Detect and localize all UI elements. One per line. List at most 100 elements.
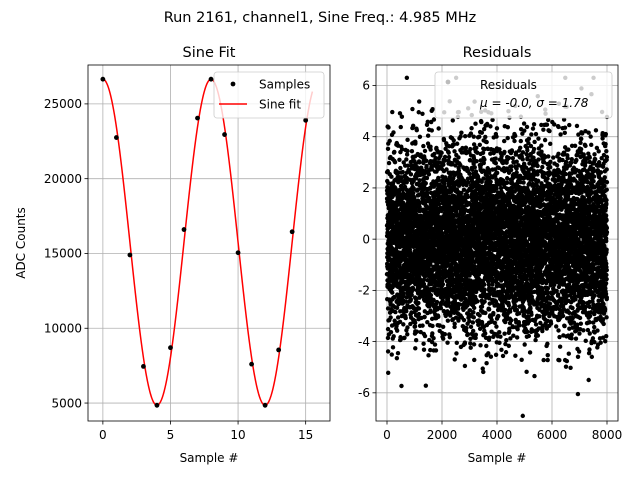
residual-point (514, 170, 519, 175)
residual-point (518, 138, 523, 144)
residual-point (452, 357, 457, 362)
residual-point (389, 352, 394, 357)
residual-point (402, 335, 407, 340)
residual-point (397, 157, 402, 162)
residual-point (502, 149, 507, 155)
residual-point (429, 128, 434, 133)
residual-point (505, 135, 510, 141)
residual-point (442, 331, 448, 337)
residual-point (399, 383, 404, 389)
residual-point (398, 124, 403, 130)
residual-point (415, 187, 421, 192)
sine-fit-ytick-label: 20000 (44, 172, 82, 186)
residual-point (497, 330, 502, 335)
residual-point (474, 159, 479, 164)
residual-point (493, 161, 499, 166)
residual-point (397, 262, 402, 268)
residual-point (394, 328, 400, 333)
residual-point (404, 157, 409, 162)
residual-point (502, 307, 508, 313)
residual-point (484, 139, 489, 145)
residual-point (472, 165, 477, 170)
sine-fit-legend: Samples Sine fit (213, 71, 325, 119)
sine-fit-curve-layer (102, 78, 314, 407)
residual-point (425, 133, 431, 138)
residual-point (459, 130, 464, 135)
residual-point (386, 125, 391, 130)
sine-fit-xtick-label: 5 (167, 428, 175, 442)
residual-point (390, 109, 395, 115)
residual-point (409, 148, 415, 154)
residual-point (482, 299, 487, 304)
residual-point (514, 335, 520, 340)
residual-point (498, 334, 503, 339)
residual-point (509, 164, 514, 169)
residual-point (417, 160, 422, 165)
residual-point (399, 114, 405, 119)
residual-point (450, 118, 455, 123)
residual-point (386, 160, 392, 166)
residual-point (471, 315, 476, 320)
residual-point (509, 148, 515, 153)
residual-point (483, 134, 488, 140)
residual-point (511, 333, 516, 338)
residual-point (408, 172, 414, 177)
residual-point (493, 156, 498, 161)
sine-fit-line (102, 78, 314, 407)
sample-point (154, 402, 160, 408)
residual-point (433, 348, 439, 353)
residual-point (465, 194, 470, 200)
residual-point (431, 117, 437, 122)
residual-point (388, 315, 393, 320)
legend-sine-fit-label: Sine fit (259, 98, 301, 112)
residual-point (506, 343, 512, 349)
residual-point (483, 310, 488, 316)
residual-point (515, 326, 520, 332)
residual-point (494, 324, 499, 329)
residual-point (397, 319, 403, 324)
residual-point (471, 134, 476, 139)
residual-point (412, 324, 418, 329)
residual-point (473, 332, 479, 337)
residual-point (428, 147, 433, 152)
sample-point (141, 364, 146, 369)
legend-samples-label: Samples (259, 78, 310, 92)
residual-point (452, 149, 457, 154)
residual-point (421, 143, 426, 149)
sine-fit-ytick-label: 25000 (44, 97, 82, 111)
residual-point (494, 134, 499, 139)
residual-point (398, 337, 403, 342)
residual-point (428, 347, 433, 353)
residual-point (405, 332, 410, 337)
residual-point (456, 318, 461, 323)
residual-point (413, 209, 419, 214)
sample-point (100, 76, 106, 82)
sample-point (289, 229, 295, 235)
residual-point (509, 318, 514, 323)
residual-point (410, 106, 415, 112)
residual-point (390, 345, 396, 350)
residual-point (454, 351, 459, 356)
residual-point (464, 325, 469, 331)
residual-point (395, 315, 401, 320)
residual-point (447, 334, 453, 340)
residual-point (499, 347, 504, 353)
residual-point (477, 134, 482, 139)
residual-point (488, 179, 493, 184)
sine-fit-ytick-label: 15000 (44, 247, 82, 261)
residual-point (390, 290, 395, 295)
residual-point (436, 126, 441, 131)
samples-marker-layer (100, 76, 309, 408)
residual-point (428, 186, 433, 191)
residual-point (458, 134, 463, 139)
residual-point (386, 370, 391, 376)
residual-point (491, 310, 496, 316)
residual-point (423, 383, 429, 388)
residual-point (421, 347, 427, 352)
sample-point (113, 135, 119, 140)
sine-fit-xtick-label: 15 (298, 428, 313, 442)
sine-fit-panel: Sine Fit 0 5 10 15500010000150002000025000 … (14, 45, 331, 465)
residual-point (518, 145, 523, 151)
residual-point (414, 165, 420, 170)
